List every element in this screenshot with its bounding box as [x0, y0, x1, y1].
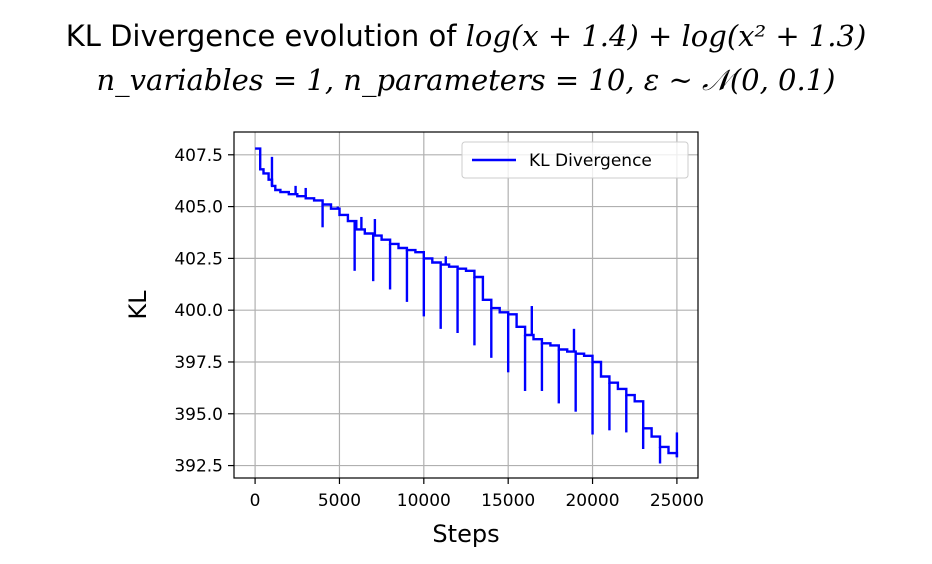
y-tick-label: 402.5 [174, 249, 223, 269]
plot-frame [233, 131, 699, 479]
chart-title: KL Divergence evolution of log(x + 1.4) … [0, 14, 932, 102]
series-layer [255, 147, 679, 464]
legend-label: KL Divergence [529, 151, 652, 171]
y-axis-label: KL [124, 290, 152, 320]
y-tick-label: 395.0 [174, 405, 223, 425]
y-tick-label: 405.0 [174, 198, 223, 218]
x-tick-label: 10000 [397, 491, 451, 511]
chart-subtitle: n_variables = 1, n_parameters = 10, ε ~ … [96, 63, 836, 97]
x-tick-label: 25000 [650, 491, 704, 511]
x-tick-label: 5000 [318, 491, 361, 511]
y-tick-label: 407.5 [174, 146, 223, 166]
y-axis: 392.5 395.0 397.5 400.0 402.5 405.0 407.5 [174, 146, 234, 477]
y-tick-label: 400.0 [174, 301, 223, 321]
chart-title-function: log(x + 1.4) + log(x² + 1.3) [465, 19, 867, 53]
legend: KL Divergence [461, 141, 689, 179]
kl-divergence-line [255, 147, 679, 458]
x-axis-label: Steps [432, 520, 499, 548]
y-tick-label: 397.5 [174, 353, 223, 373]
grid-lines [234, 132, 698, 478]
x-tick-label: 0 [250, 491, 261, 511]
legend-box [461, 141, 689, 179]
x-tick-label: 20000 [565, 491, 619, 511]
x-tick-label: 15000 [481, 491, 535, 511]
y-tick-label: 392.5 [174, 457, 223, 477]
x-axis: 0 5000 10000 15000 20000 25000 [250, 478, 704, 511]
chart-title-prefix: KL Divergence evolution of [65, 19, 466, 53]
chart-title-line1: KL Divergence evolution of log(x + 1.4) … [66, 19, 867, 53]
